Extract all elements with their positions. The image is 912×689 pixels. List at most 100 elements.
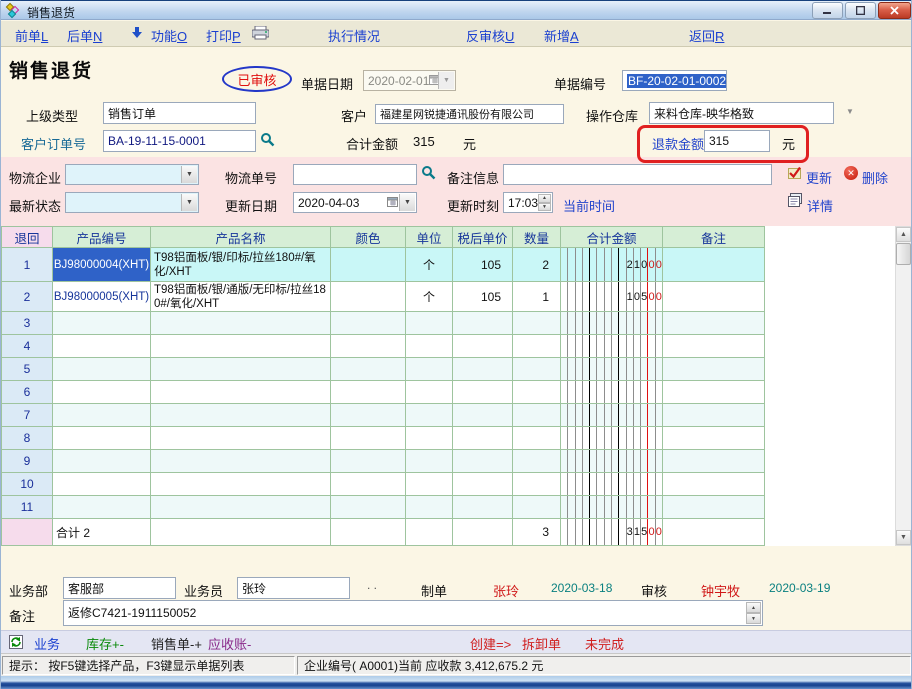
cell-price[interactable]: 105 (453, 282, 513, 311)
update-time-spinner[interactable]: 17:03 ▲ ▼ (503, 192, 553, 213)
business-link[interactable]: 业务 (34, 637, 61, 652)
execution-status-button[interactable]: 执行情况 (328, 29, 381, 44)
row-number[interactable]: 9 (1, 450, 53, 472)
cell-note[interactable] (663, 358, 765, 380)
customer-order-input[interactable]: BA-19-11-15-0001 (103, 130, 256, 152)
cell-price[interactable] (453, 473, 513, 495)
cell-product-code[interactable] (53, 404, 151, 426)
cell-color[interactable] (331, 282, 406, 311)
cell-product-code[interactable] (53, 381, 151, 403)
cell-color[interactable] (331, 335, 406, 357)
disassembly-doc-link[interactable]: 拆卸单 (522, 637, 562, 652)
department-input[interactable]: 客服部 (63, 577, 176, 599)
chevron-down-icon[interactable]: ▼ (181, 166, 197, 183)
receivable-link[interactable]: 应收账- (208, 637, 252, 652)
cell-note[interactable] (663, 450, 765, 472)
cell-color[interactable] (331, 450, 406, 472)
cell-color[interactable] (331, 496, 406, 518)
clerk-input[interactable]: 张玲 (237, 577, 350, 599)
tracking-number-input[interactable] (293, 164, 417, 185)
row-number[interactable]: 7 (1, 404, 53, 426)
cell-qty[interactable]: 1 (513, 282, 561, 311)
scroll-down-icon[interactable]: ▼ (896, 530, 911, 545)
note-input[interactable]: 返修C7421-1911150052 ▲ ▼ (63, 600, 763, 626)
cell-qty[interactable]: 2 (513, 248, 561, 281)
current-time-link[interactable]: 当前时间 (563, 199, 616, 214)
spinner-arrows-icon[interactable]: ▲ ▼ (746, 602, 761, 624)
inventory-link[interactable]: 库存+- (86, 637, 124, 652)
row-number[interactable]: 8 (1, 427, 53, 449)
cell-note[interactable] (663, 496, 765, 518)
column-header-qty[interactable]: 数量 (513, 227, 561, 247)
unfinished-link[interactable]: 未完成 (585, 637, 625, 652)
cell-unit[interactable] (406, 312, 453, 334)
cell-price[interactable] (453, 358, 513, 380)
unaudit-button[interactable]: 反审核U (466, 29, 515, 44)
new-doc-button[interactable]: 新增A (544, 29, 579, 44)
column-header-color[interactable]: 颜色 (331, 227, 406, 247)
cell-unit[interactable] (406, 427, 453, 449)
printer-icon[interactable] (251, 25, 270, 43)
cell-qty[interactable] (513, 358, 561, 380)
cell-color[interactable] (331, 381, 406, 403)
scroll-thumb[interactable] (896, 243, 911, 265)
function-menu-button[interactable]: 功能O (151, 29, 188, 44)
row-number[interactable]: 6 (1, 381, 53, 403)
cell-product-code[interactable] (53, 427, 151, 449)
cell-price[interactable] (453, 496, 513, 518)
scroll-up-icon[interactable]: ▲ (896, 227, 911, 242)
create-link[interactable]: 创建=> (470, 637, 512, 652)
remark-info-input[interactable] (503, 164, 772, 185)
cell-price[interactable] (453, 450, 513, 472)
cell-color[interactable] (331, 358, 406, 380)
column-header-return[interactable]: 退回 (1, 227, 53, 247)
search-icon[interactable] (260, 132, 275, 150)
cell-product-name[interactable] (151, 335, 331, 357)
next-doc-button[interactable]: 后单N (67, 29, 103, 44)
cell-unit[interactable] (406, 496, 453, 518)
column-header-product-name[interactable]: 产品名称 (151, 227, 331, 247)
chevron-down-icon[interactable]: ▼ (399, 194, 415, 211)
delete-button[interactable]: 删除 (862, 171, 889, 186)
cell-note[interactable] (663, 282, 765, 311)
cell-qty[interactable] (513, 450, 561, 472)
cell-product-name[interactable]: T98铝面板/银/通版/无印标/拉丝180#/氧化/XHT (151, 282, 331, 311)
row-number[interactable]: 4 (1, 335, 53, 357)
chevron-down-icon[interactable]: ▼ (181, 194, 197, 211)
cell-product-name[interactable] (151, 404, 331, 426)
cell-product-name[interactable] (151, 427, 331, 449)
cell-unit[interactable] (406, 404, 453, 426)
column-header-note[interactable]: 备注 (663, 227, 765, 247)
cell-product-name[interactable] (151, 496, 331, 518)
row-number[interactable]: 11 (1, 496, 53, 518)
cell-product-code[interactable]: BJ98000004(XHT) (53, 248, 151, 281)
chevron-down-icon[interactable]: ▼ (438, 72, 454, 89)
cell-product-code[interactable]: BJ98000005(XHT) (53, 282, 151, 311)
cell-color[interactable] (331, 427, 406, 449)
cell-note[interactable] (663, 381, 765, 403)
cell-price[interactable] (453, 335, 513, 357)
cell-product-name[interactable] (151, 312, 331, 334)
doc-date-picker[interactable]: 2020-02-01 ▼ (363, 70, 456, 91)
cell-unit[interactable] (406, 381, 453, 403)
cell-price[interactable] (453, 427, 513, 449)
cell-unit[interactable]: 个 (406, 282, 453, 311)
cell-product-code[interactable] (53, 358, 151, 380)
cell-unit[interactable] (406, 335, 453, 357)
cell-note[interactable] (663, 335, 765, 357)
business-refresh-icon[interactable] (9, 635, 23, 652)
minimize-button[interactable] (812, 2, 843, 19)
cell-product-code[interactable] (53, 335, 151, 357)
cell-color[interactable] (331, 404, 406, 426)
cell-note[interactable] (663, 312, 765, 334)
sales-doc-link[interactable]: 销售单-+ (151, 637, 202, 652)
row-number[interactable]: 10 (1, 473, 53, 495)
logistics-company-select[interactable]: ▼ (65, 164, 199, 185)
cell-product-name[interactable] (151, 450, 331, 472)
return-button[interactable]: 返回R (689, 29, 725, 44)
cell-product-name[interactable] (151, 473, 331, 495)
cell-product-code[interactable] (53, 496, 151, 518)
doc-number-input[interactable]: BF-20-02-01-0002 (622, 70, 727, 91)
search-icon[interactable] (421, 165, 436, 183)
delete-cross-icon[interactable]: ✕ (844, 166, 858, 180)
